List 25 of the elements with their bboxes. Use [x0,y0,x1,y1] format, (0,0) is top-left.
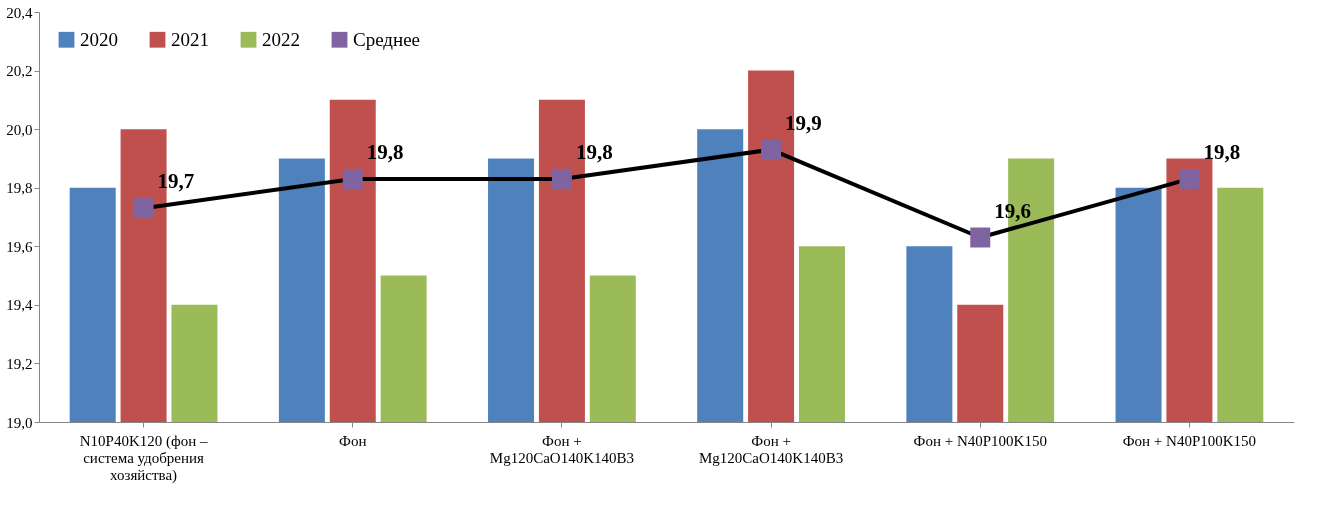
y-tick-label: 20,2 [6,63,33,80]
point [342,168,363,189]
y-tick-label: 19,2 [6,355,33,372]
y-tick-label: 19,6 [6,238,33,255]
x-tick-label: Фон + Mg120CaO140K140B3 [699,432,844,466]
x-tick-label: Фон + N40P100K150 [913,432,1047,449]
legend-label: 2020 [80,28,118,50]
data-label: 19,8 [1203,139,1241,164]
y-tick-label: 19,0 [6,414,33,431]
x-tick-label: Фон + N40P100K150 [1122,432,1257,449]
y-tick-label: 19,4 [6,297,33,314]
point [133,198,154,219]
x-tick-label: Фон [339,432,367,449]
x-tick-label: N10P40K120 (фон – система удобрения хозяйства) [79,432,208,484]
y-tick-label: 20,4 [6,4,33,21]
legend-label: 2021 [171,28,209,50]
x-tick-label: Фон + Mg120CaO140K140B3 [489,432,634,466]
point [1179,168,1200,189]
y-tick-label: 19,8 [6,180,33,197]
legend-label: Среднее [353,28,421,50]
legend-label: 2022 [262,28,300,50]
y-tick-label: 20,0 [6,121,33,138]
point [970,227,991,248]
point [761,139,782,160]
point [551,168,572,189]
